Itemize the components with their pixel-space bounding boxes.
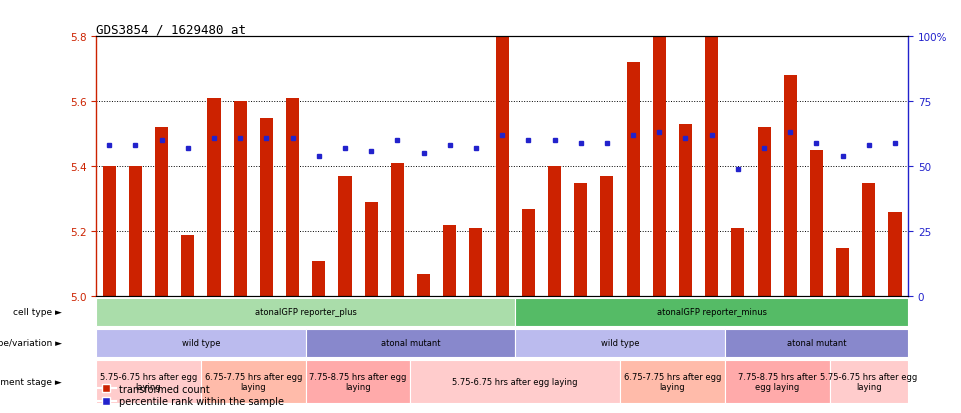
Bar: [234, 102, 247, 297]
Bar: [306, 329, 515, 357]
Bar: [129, 167, 142, 297]
Text: 7.75-8.75 hrs after
egg laying: 7.75-8.75 hrs after egg laying: [738, 372, 817, 391]
Text: atonal mutant: atonal mutant: [381, 339, 440, 347]
Bar: [862, 183, 875, 297]
Text: 5.75-6.75 hrs after egg
laying: 5.75-6.75 hrs after egg laying: [821, 372, 918, 391]
Bar: [417, 274, 431, 297]
Bar: [678, 125, 692, 297]
Bar: [496, 37, 508, 297]
Text: 6.75-7.75 hrs after egg
laying: 6.75-7.75 hrs after egg laying: [205, 372, 302, 391]
Bar: [306, 360, 410, 403]
Bar: [96, 298, 515, 326]
Bar: [182, 235, 194, 297]
Bar: [601, 177, 613, 297]
Bar: [705, 37, 718, 297]
Text: development stage ►: development stage ►: [0, 377, 62, 386]
Text: atonalGFP reporter_minus: atonalGFP reporter_minus: [656, 308, 767, 316]
Bar: [443, 225, 456, 297]
Text: wild type: wild type: [601, 339, 639, 347]
Bar: [548, 167, 561, 297]
Bar: [784, 76, 797, 297]
Bar: [515, 329, 725, 357]
Bar: [620, 360, 725, 403]
Bar: [259, 118, 273, 297]
Bar: [515, 298, 908, 326]
Bar: [103, 167, 115, 297]
Bar: [653, 14, 666, 297]
Text: genotype/variation ►: genotype/variation ►: [0, 339, 62, 347]
Text: 7.75-8.75 hrs after egg
laying: 7.75-8.75 hrs after egg laying: [309, 372, 407, 391]
Bar: [725, 329, 908, 357]
Bar: [338, 177, 352, 297]
Bar: [208, 99, 220, 297]
Bar: [96, 360, 201, 403]
Text: 6.75-7.75 hrs after egg
laying: 6.75-7.75 hrs after egg laying: [624, 372, 721, 391]
Bar: [201, 360, 306, 403]
Bar: [155, 128, 168, 297]
Bar: [410, 360, 620, 403]
Text: wild type: wild type: [182, 339, 220, 347]
Bar: [627, 63, 640, 297]
Bar: [725, 360, 829, 403]
Text: atonalGFP reporter_plus: atonalGFP reporter_plus: [255, 308, 357, 316]
Text: atonal mutant: atonal mutant: [787, 339, 847, 347]
Legend: transformed count, percentile rank within the sample: transformed count, percentile rank withi…: [96, 384, 284, 406]
Bar: [469, 228, 482, 297]
Text: 5.75-6.75 hrs after egg
laying: 5.75-6.75 hrs after egg laying: [100, 372, 197, 391]
Text: cell type ►: cell type ►: [13, 308, 62, 316]
Bar: [522, 209, 535, 297]
Bar: [829, 360, 908, 403]
Bar: [757, 128, 771, 297]
Bar: [889, 212, 901, 297]
Bar: [286, 99, 299, 297]
Bar: [391, 164, 404, 297]
Bar: [836, 248, 850, 297]
Bar: [731, 228, 745, 297]
Bar: [810, 151, 823, 297]
Text: 5.75-6.75 hrs after egg laying: 5.75-6.75 hrs after egg laying: [453, 377, 578, 386]
Text: GDS3854 / 1629480_at: GDS3854 / 1629480_at: [96, 23, 246, 36]
Bar: [312, 261, 326, 297]
Bar: [574, 183, 587, 297]
Bar: [364, 203, 378, 297]
Bar: [96, 329, 306, 357]
